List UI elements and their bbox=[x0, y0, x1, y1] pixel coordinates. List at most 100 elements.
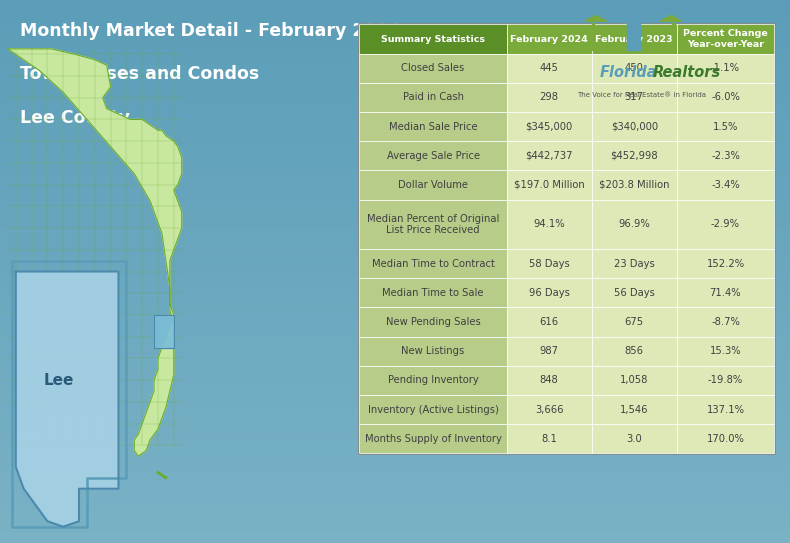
Bar bbox=[677, 249, 774, 279]
Bar bbox=[0, 342, 790, 348]
Bar bbox=[506, 337, 592, 366]
Bar bbox=[0, 429, 790, 434]
Bar bbox=[0, 255, 790, 261]
Bar bbox=[0, 369, 790, 375]
Bar bbox=[0, 386, 790, 391]
Text: $197.0 Million: $197.0 Million bbox=[514, 180, 585, 190]
Bar bbox=[359, 279, 506, 307]
Polygon shape bbox=[623, 11, 644, 18]
Text: 96 Days: 96 Days bbox=[529, 288, 570, 298]
Polygon shape bbox=[8, 49, 182, 456]
Bar bbox=[677, 395, 774, 424]
Bar bbox=[0, 337, 790, 342]
Text: Median Time to Contract: Median Time to Contract bbox=[371, 258, 495, 269]
Bar bbox=[592, 141, 677, 171]
Bar bbox=[0, 462, 790, 467]
Bar bbox=[0, 424, 790, 429]
Bar bbox=[0, 168, 790, 174]
Bar bbox=[0, 201, 790, 206]
FancyBboxPatch shape bbox=[359, 24, 774, 453]
Bar bbox=[0, 331, 790, 337]
Bar bbox=[359, 112, 506, 141]
Bar bbox=[0, 109, 790, 114]
Bar bbox=[0, 282, 790, 288]
Text: 450: 450 bbox=[625, 63, 644, 73]
Bar bbox=[0, 141, 790, 147]
Bar bbox=[0, 532, 790, 538]
Bar bbox=[0, 494, 790, 500]
Bar bbox=[506, 424, 592, 453]
Bar bbox=[359, 24, 506, 54]
Bar bbox=[0, 326, 790, 331]
Bar bbox=[0, 239, 790, 244]
Bar bbox=[0, 223, 790, 228]
Polygon shape bbox=[660, 15, 682, 21]
Text: 137.1%: 137.1% bbox=[706, 405, 744, 415]
Bar bbox=[0, 505, 790, 510]
Bar bbox=[506, 199, 592, 249]
Text: New Listings: New Listings bbox=[401, 346, 465, 356]
Bar bbox=[359, 141, 506, 171]
Bar bbox=[0, 92, 790, 98]
Bar bbox=[0, 217, 790, 223]
Text: 3.0: 3.0 bbox=[626, 434, 642, 444]
Text: 856: 856 bbox=[625, 346, 644, 356]
Text: Monthly Market Detail - February 2024: Monthly Market Detail - February 2024 bbox=[20, 22, 401, 40]
Bar bbox=[359, 395, 506, 424]
Bar bbox=[0, 206, 790, 212]
Text: -6.0%: -6.0% bbox=[711, 92, 740, 103]
Text: -2.3%: -2.3% bbox=[711, 151, 740, 161]
Text: Lee County: Lee County bbox=[20, 109, 130, 127]
Text: 152.2%: 152.2% bbox=[706, 258, 744, 269]
Text: February 2024: February 2024 bbox=[510, 35, 588, 43]
Bar bbox=[677, 141, 774, 171]
Bar bbox=[359, 249, 506, 279]
Bar bbox=[0, 500, 790, 505]
Bar bbox=[506, 141, 592, 171]
Bar bbox=[677, 199, 774, 249]
Bar bbox=[0, 60, 790, 65]
Bar bbox=[0, 266, 790, 272]
Bar bbox=[0, 233, 790, 239]
Bar bbox=[359, 199, 506, 249]
Bar bbox=[592, 199, 677, 249]
Bar bbox=[677, 366, 774, 395]
Bar bbox=[0, 38, 790, 43]
Bar bbox=[0, 456, 790, 462]
Bar bbox=[0, 413, 790, 418]
Bar bbox=[0, 103, 790, 109]
Bar bbox=[0, 125, 790, 130]
Bar bbox=[506, 307, 592, 337]
Text: 96.9%: 96.9% bbox=[619, 219, 650, 229]
Bar bbox=[506, 279, 592, 307]
Text: The Voice for Real Estate® in Florida: The Voice for Real Estate® in Florida bbox=[577, 92, 706, 98]
Bar bbox=[0, 521, 790, 527]
Bar bbox=[0, 179, 790, 185]
Bar bbox=[0, 163, 790, 168]
Bar bbox=[0, 375, 790, 380]
Bar bbox=[0, 380, 790, 386]
Bar bbox=[677, 112, 774, 141]
Bar bbox=[0, 71, 790, 76]
Bar bbox=[0, 228, 790, 233]
Bar bbox=[677, 54, 774, 83]
Text: 170.0%: 170.0% bbox=[706, 434, 744, 444]
Bar bbox=[0, 288, 790, 293]
Bar bbox=[0, 440, 790, 445]
Bar bbox=[0, 364, 790, 369]
Text: Realtors: Realtors bbox=[653, 65, 721, 80]
Text: Median Sale Price: Median Sale Price bbox=[389, 122, 477, 131]
Bar bbox=[0, 87, 790, 92]
Text: Lee: Lee bbox=[44, 372, 74, 388]
Bar bbox=[0, 43, 790, 49]
Bar bbox=[0, 185, 790, 190]
Bar bbox=[0, 299, 790, 304]
Bar bbox=[0, 98, 790, 103]
Bar bbox=[0, 315, 790, 320]
Bar bbox=[677, 171, 774, 199]
Polygon shape bbox=[626, 20, 640, 49]
Bar bbox=[0, 130, 790, 136]
Bar bbox=[0, 244, 790, 250]
Text: $340,000: $340,000 bbox=[611, 122, 658, 131]
Bar bbox=[359, 54, 506, 83]
